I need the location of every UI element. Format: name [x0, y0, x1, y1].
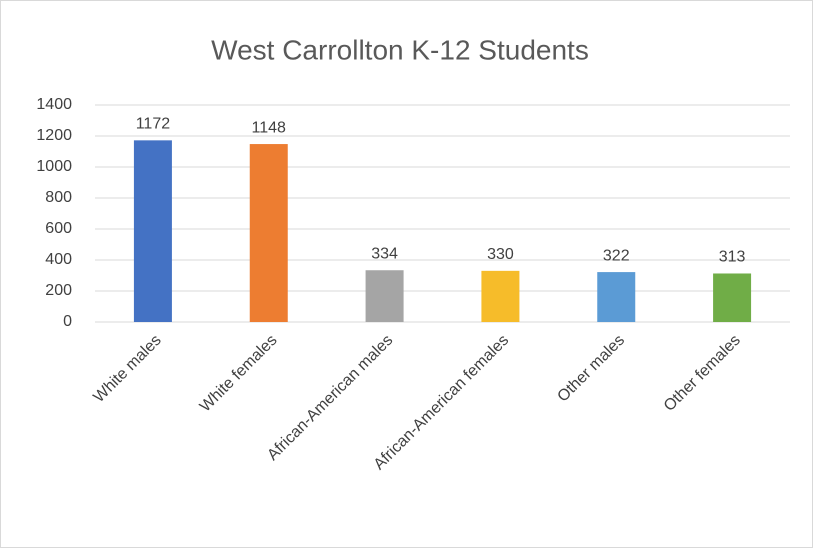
y-tick-label: 600: [45, 220, 72, 237]
data-label: 330: [487, 246, 514, 263]
bar: [481, 270, 520, 322]
bar: [713, 273, 752, 322]
y-tick-label: 1200: [36, 127, 72, 144]
y-tick-label: 400: [45, 251, 72, 268]
bar: [365, 270, 404, 322]
data-label: 1172: [136, 116, 171, 133]
data-label: 1148: [252, 119, 287, 136]
y-tick-label: 200: [45, 282, 72, 299]
bar: [597, 272, 636, 322]
y-tick-label: 0: [63, 313, 72, 330]
y-tick-label: 1400: [36, 96, 72, 113]
chart-title: West Carrollton K-12 Students: [211, 34, 589, 65]
data-label: 313: [719, 249, 746, 266]
data-label: 334: [371, 245, 398, 262]
y-tick-label: 1000: [36, 158, 72, 175]
bar: [249, 144, 288, 322]
bar: [133, 140, 172, 322]
y-tick-label: 800: [45, 189, 72, 206]
data-label: 322: [603, 247, 630, 264]
